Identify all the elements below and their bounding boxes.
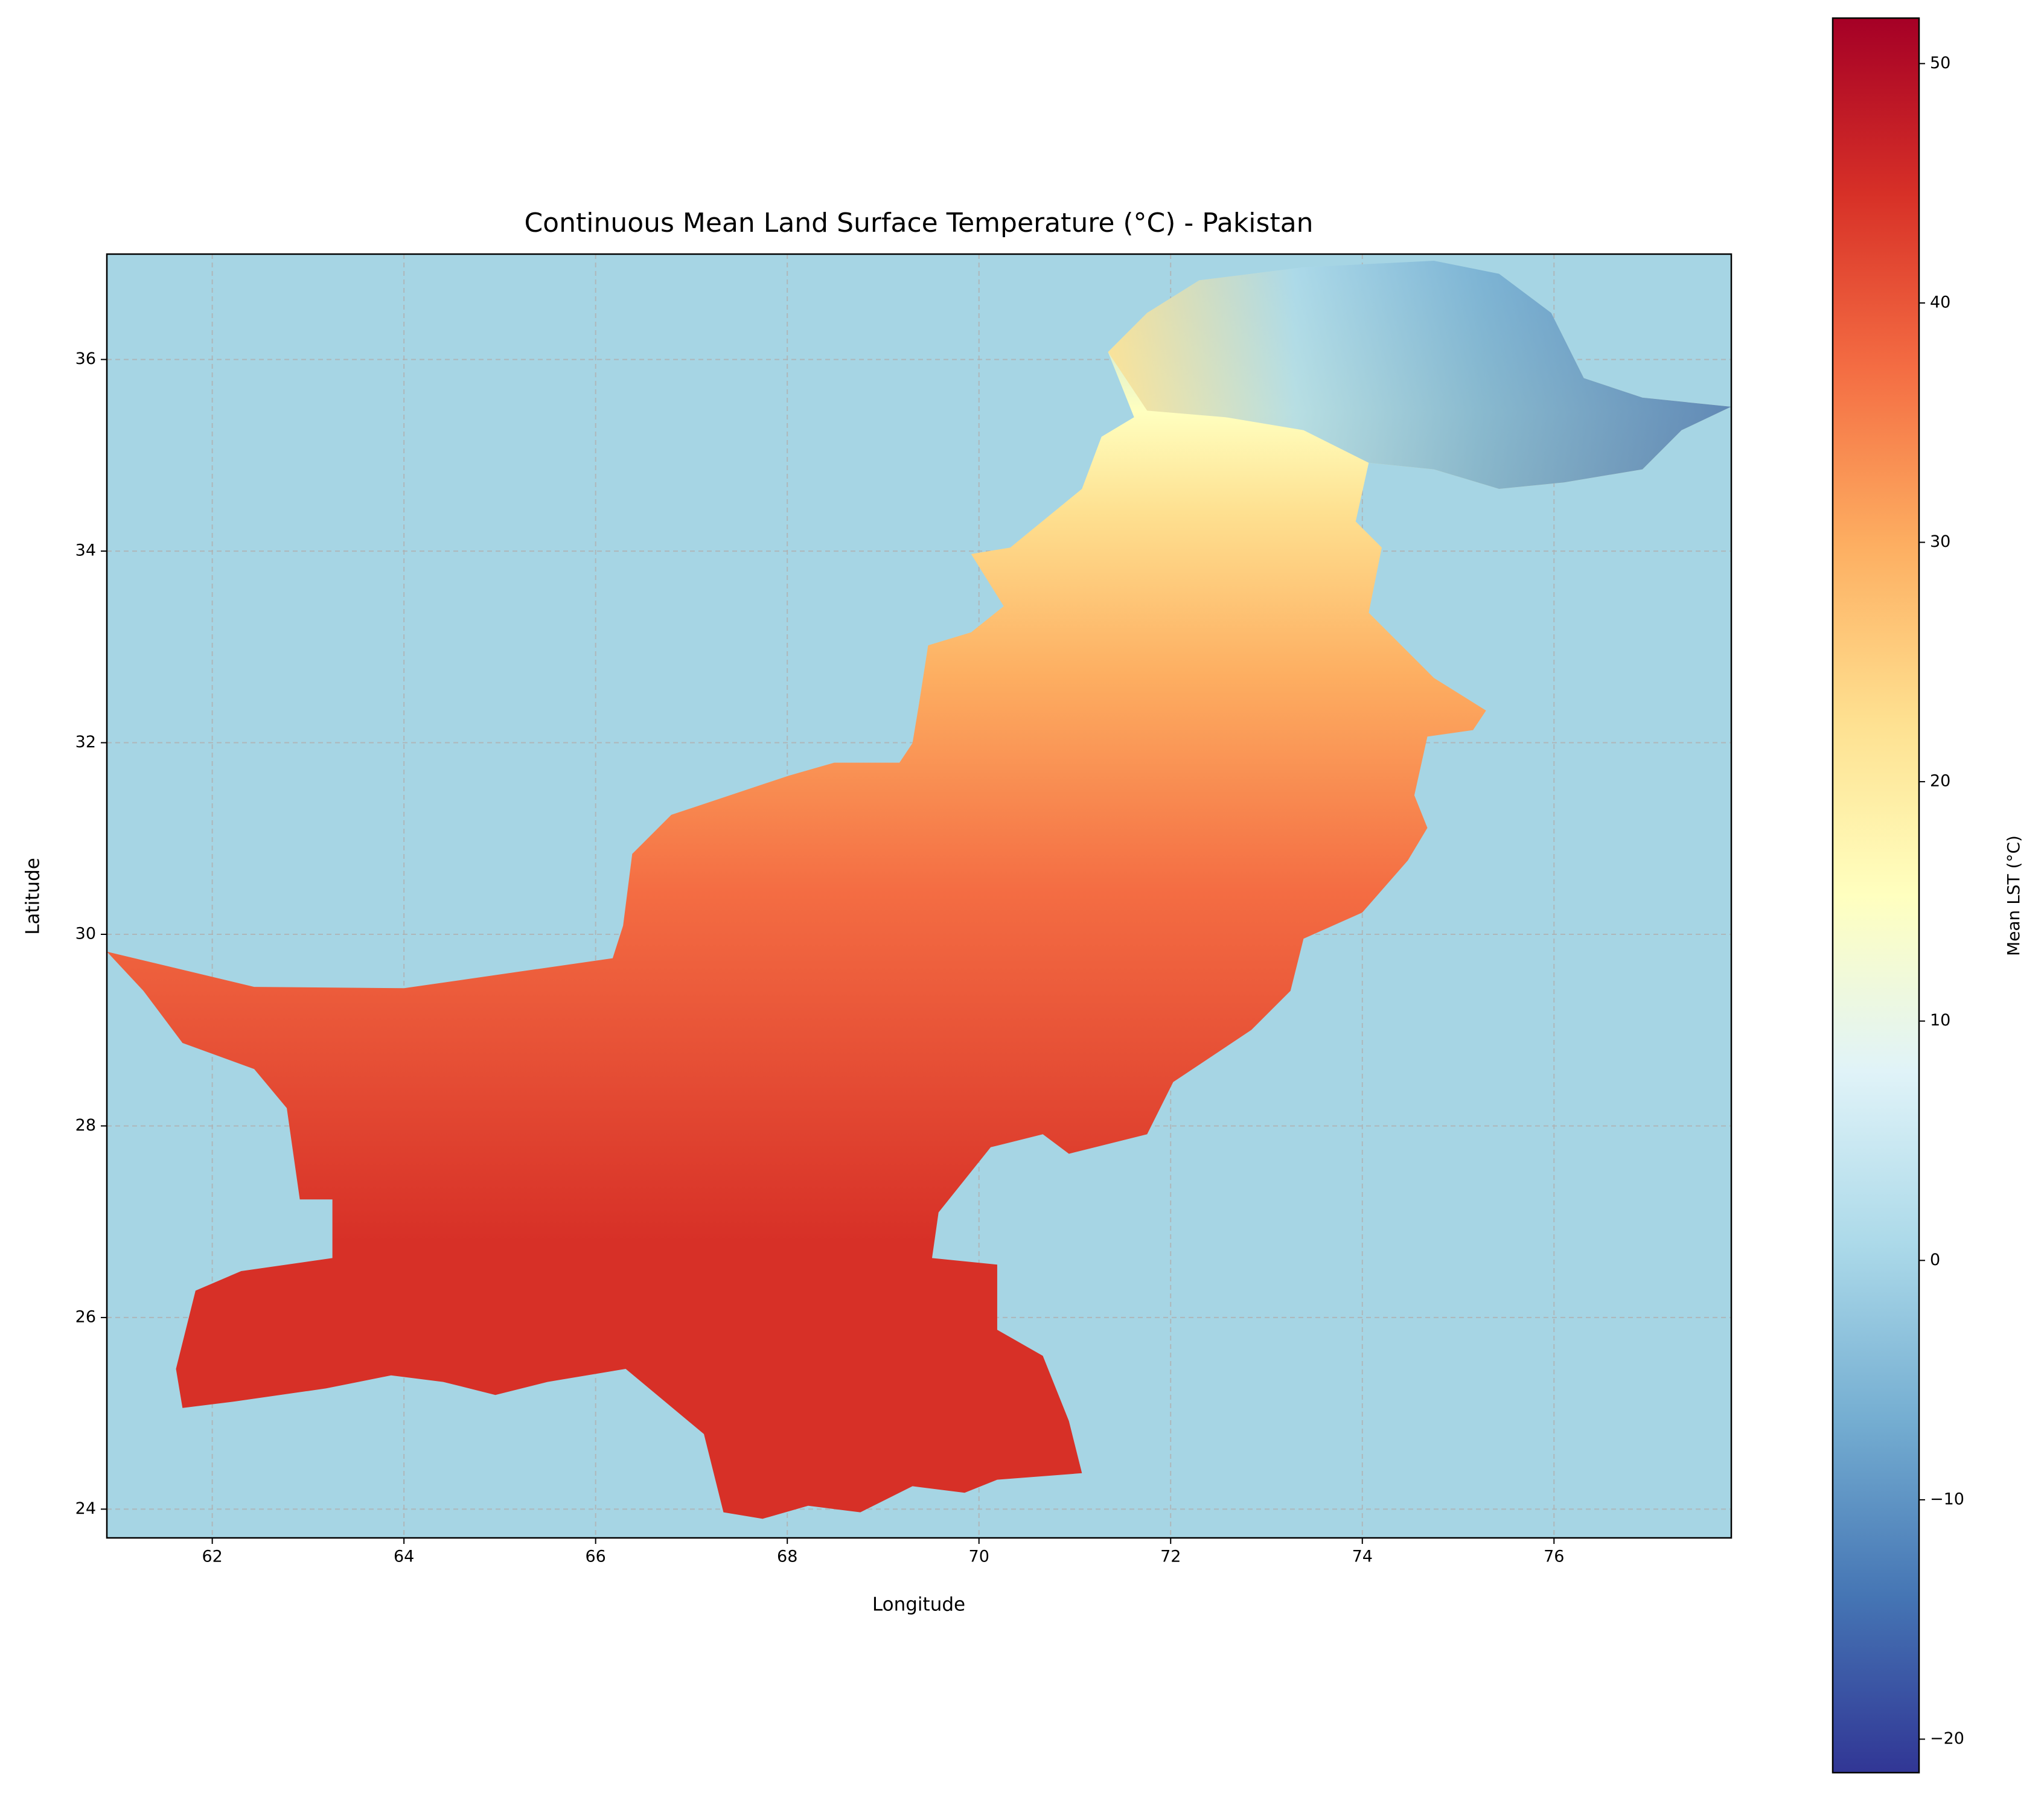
colorbar-tick-label: 10: [1930, 1011, 1950, 1030]
northern-highlands: [1108, 261, 1731, 489]
y-tick-label: 36: [75, 349, 96, 368]
colorbar-tick-label: 30: [1930, 532, 1950, 551]
colorbar-tick-label: 20: [1930, 772, 1950, 791]
y-tick-label: 30: [75, 924, 96, 943]
x-tick-label: 68: [777, 1548, 797, 1566]
colorbar: [1832, 17, 1920, 1774]
x-tick-label: 70: [969, 1548, 989, 1566]
x-tick-label: 62: [202, 1548, 222, 1566]
axes-frame: [106, 253, 1733, 1539]
y-tick-label: 32: [75, 733, 96, 751]
y-tick-label: 26: [75, 1307, 96, 1326]
colorbar-tick-label: −20: [1930, 1729, 1964, 1748]
colorbar-tick-label: 0: [1930, 1251, 1940, 1269]
x-tick-label: 64: [394, 1548, 414, 1566]
x-tick-label: 66: [586, 1548, 606, 1566]
x-tick-label: 76: [1544, 1548, 1564, 1566]
x-tick-label: 74: [1352, 1548, 1373, 1566]
colorbar-tick-label: 50: [1930, 54, 1950, 72]
y-tick-label: 34: [75, 541, 96, 560]
colorbar-tick-label: −10: [1930, 1490, 1964, 1508]
chart-title: Continuous Mean Land Surface Temperature…: [524, 208, 1313, 238]
x-tick-label: 72: [1160, 1548, 1181, 1566]
y-axis-label: Latitude: [22, 858, 44, 935]
country-region: [107, 261, 1731, 1519]
y-tick-label: 24: [75, 1499, 96, 1518]
colorbar-label: Mean LST (°C): [2004, 835, 2023, 956]
x-axis-label: Longitude: [872, 1594, 965, 1616]
y-tick-label: 28: [75, 1116, 96, 1135]
colorbar-tick-label: 40: [1930, 293, 1950, 311]
